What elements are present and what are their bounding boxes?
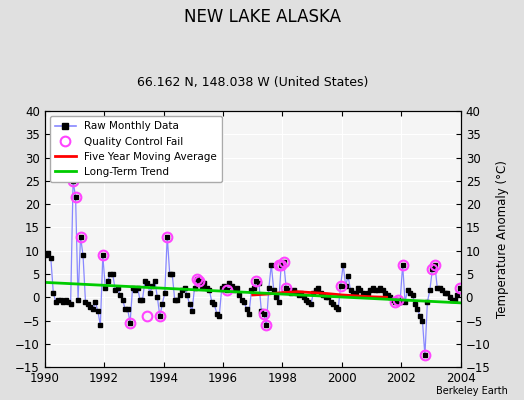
- Text: Berkeley Earth: Berkeley Earth: [436, 386, 508, 396]
- Title: 66.162 N, 148.038 W (United States): 66.162 N, 148.038 W (United States): [137, 76, 368, 89]
- Legend: Raw Monthly Data, Quality Control Fail, Five Year Moving Average, Long-Term Tren: Raw Monthly Data, Quality Control Fail, …: [50, 116, 222, 182]
- Text: NEW LAKE ALASKA: NEW LAKE ALASKA: [183, 8, 341, 26]
- Y-axis label: Temperature Anomaly (°C): Temperature Anomaly (°C): [496, 160, 509, 318]
